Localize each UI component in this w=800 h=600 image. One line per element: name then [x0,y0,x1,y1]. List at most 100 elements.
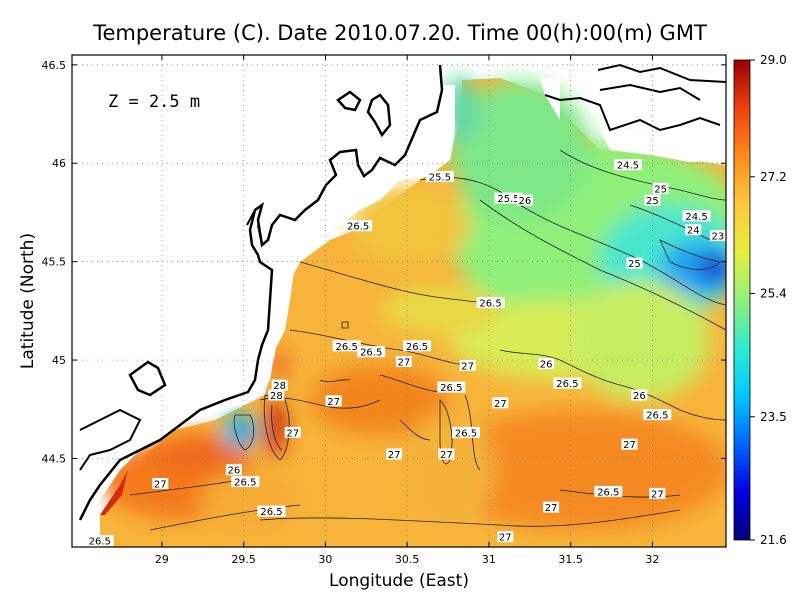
x-tick-label: 29 [155,553,169,566]
contour-label: 27 [386,448,403,461]
contour-label-text: 26.5 [336,342,358,353]
contour-label-text: 28 [270,391,283,402]
x-tick-label: 31 [482,553,496,566]
contour-label-text: 26.5 [556,379,578,390]
contour-label-box [685,224,702,236]
contour-label-box [516,194,533,206]
contour-label: 24 [685,224,702,237]
colorbar-tick-label: 21.6 [760,533,787,547]
contour-label-box [709,230,726,242]
contour-label: 25 [626,257,643,270]
contour-label-text: 26.5 [597,487,619,498]
contour-label-text: 26.5 [234,478,256,489]
colorbar-tick-label: 29.0 [760,53,787,67]
contour-label-text: 28 [273,381,286,392]
contour-label-box [325,395,342,407]
contour-label-box [459,359,476,371]
contour-label-box [652,182,669,194]
contour-label-text: 25.5 [497,194,519,205]
chart-title: Temperature (C). Date 2010.07.20. Time 0… [92,21,707,45]
contour-label-box [225,464,242,476]
contour-label: 26.5 [231,476,260,489]
contour-label-text: 27 [623,440,636,451]
contour-label-box [268,389,285,401]
contour-label: 26.5 [452,426,481,439]
contour-label-box [594,485,623,497]
contour-label: 27 [284,426,301,439]
contour-label-box [344,220,373,232]
contour-label-box [538,357,555,369]
contour-label-text: 27 [651,489,664,500]
y-tick-label: 45.5 [42,256,67,269]
contour-label-box [494,192,523,204]
contour-label-box [257,505,286,517]
contour-label: 26.5 [85,535,114,547]
contour-label-box [613,159,642,171]
contour-label-box [231,476,260,488]
contour-label-box [649,487,666,499]
contour-label-text: 26.5 [260,507,282,518]
contour-label-box [626,257,643,269]
contour-label: 26.5 [344,220,373,233]
contour-label-box [271,379,288,391]
contour-label-box [402,340,431,352]
contour-label-box [631,389,648,401]
contour-label-text: 25 [646,196,659,207]
colorbar-tick-label: 25.4 [760,287,787,301]
contour-label-box [284,426,301,438]
y-axis-label: Latitude (North) [18,233,38,369]
contour-label-text: 26.5 [406,342,428,353]
y-tick-label: 44.5 [42,452,67,465]
contour-label-text: 26 [633,391,646,402]
contour-label: 27 [649,487,666,500]
contour-label-box [492,397,509,409]
contour-label-text: 27 [499,533,512,544]
contour-label: 26 [631,389,648,402]
contour-label-box [386,448,403,460]
contour-label: 28 [268,389,285,402]
contour-label: 28 [271,379,288,392]
contour-label-text: 26 [519,196,532,207]
contour-label: 24.5 [613,159,642,172]
y-tick-label: 45 [52,354,66,367]
contour-label-text: 26.5 [479,298,501,309]
contour-label: 26.5 [476,296,505,309]
land-mass [72,55,455,547]
contour-label: 27 [543,501,560,514]
x-axis-label: Longitude (East) [329,571,469,591]
colorbar-tick-label: 23.5 [760,410,787,424]
contour-label-text: 27 [494,399,507,410]
contour-label-text: 26.5 [646,411,668,422]
contour-label: 26.5 [553,377,582,390]
contour-label: 25.5 [494,192,523,205]
contour-label-text: 27 [398,358,411,369]
contour-label-text: 27 [388,450,401,461]
plot-frame [71,54,727,548]
x-tick-label: 31.5 [558,553,583,566]
contour-label-text: 26.5 [455,428,477,439]
contour-label-box [682,210,711,222]
contour-label-text: 27 [545,503,558,514]
contour-label-text: 27 [286,428,299,439]
contour-label-text: 24.5 [685,212,707,223]
contour-label: 26.5 [332,340,361,353]
plot-area: 25.525.52624.5252524.524232526.526.526.5… [72,55,726,547]
contour-label: 27 [438,448,455,461]
contour-label: 27 [492,397,509,410]
contour-label: 26 [516,194,533,207]
contour-label-text: 23 [711,232,724,243]
contour-label-box [425,171,454,183]
contour-label-text: 26.5 [360,348,382,359]
x-axis-ticks: 29 29.5 30 30.5 31 31.5 32 [155,55,659,566]
contour-label-text: 27 [440,450,453,461]
y-axis-ticks: 44.5 45 45.5 46 46.5 [42,59,726,465]
coastline [78,64,444,521]
contour-label-box [643,409,672,421]
contour-label-box [152,478,169,490]
contour-label: 27 [459,359,476,372]
contour-label-box [644,194,661,206]
contour-label: 23 [709,230,726,243]
contour-label: 26.5 [643,409,672,422]
contour-label: 27 [497,531,514,544]
